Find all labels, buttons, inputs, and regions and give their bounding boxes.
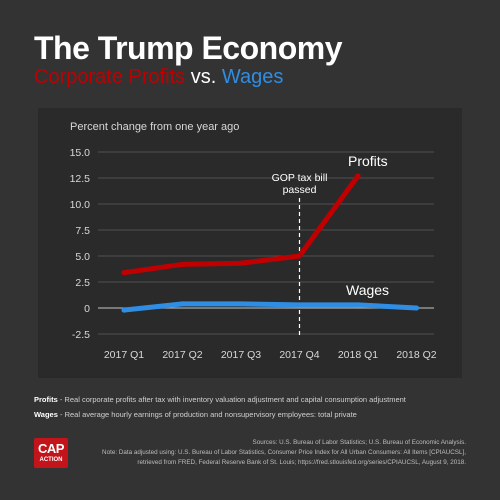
- logo-line2: ACTION: [39, 457, 63, 463]
- note-wages-label: Wages: [34, 410, 58, 419]
- data-point-profits: [297, 253, 302, 259]
- data-point-profits: [180, 261, 185, 267]
- series-label-profits: Profits: [348, 153, 388, 169]
- subtitle-wages: Wages: [221, 66, 284, 88]
- cap-action-logo: CAP ACTION: [34, 438, 68, 468]
- x-tick-label: 2018 Q1: [338, 349, 378, 361]
- x-tick-label: 2017 Q4: [279, 349, 319, 361]
- note-profits-text: - Real corporate profits after tax with …: [57, 395, 406, 404]
- x-tick-label: 2017 Q1: [104, 349, 144, 361]
- note-profits-label: Profits: [34, 395, 58, 404]
- line-chart: Percent change from one year ago 15.0 12.5…: [70, 121, 437, 361]
- logo-line1: CAP: [38, 441, 64, 456]
- y-tick-label: 15.0: [70, 147, 91, 159]
- page-subtitle: Corporate Profits vs. Wages: [34, 66, 283, 89]
- y-tick-label: 0: [84, 303, 90, 315]
- note-wages: Wages - Real average hourly earnings of …: [34, 407, 406, 422]
- y-tick-label: -2.5: [72, 329, 90, 341]
- chart-panel: Percent change from one year ago 15.0 12.5…: [38, 108, 462, 378]
- annotation-label: GOP tax bill: [272, 172, 328, 184]
- subtitle-vs: vs.: [190, 66, 217, 88]
- y-tick-label: 7.5: [75, 225, 90, 237]
- subtitle-profits: Corporate Profits: [34, 66, 186, 88]
- data-point-profits: [355, 173, 361, 179]
- data-point-profits: [238, 260, 244, 266]
- data-point-wages: [180, 301, 185, 307]
- data-point-wages: [414, 305, 419, 311]
- y-tick-label: 5.0: [75, 251, 90, 263]
- series-line-profits: [121, 173, 361, 276]
- note-profits: Profits - Real corporate profits after t…: [34, 392, 406, 407]
- data-point-wages: [297, 302, 302, 308]
- data-point-profits: [121, 270, 127, 276]
- data-point-wages: [121, 307, 127, 313]
- sources-line1: Sources: U.S. Bureau of Labor Statistics…: [252, 439, 467, 446]
- page-title: The Trump Economy: [34, 30, 342, 66]
- y-tick-label: 10.0: [70, 199, 91, 211]
- series-label-wages: Wages: [346, 282, 389, 298]
- y-tick-label: 2.5: [75, 277, 90, 289]
- x-tick-label: 2017 Q3: [221, 349, 261, 361]
- y-axis-label: Percent change from one year ago: [70, 121, 239, 133]
- note-wages-text: - Real average hourly earnings of produc…: [57, 410, 357, 419]
- x-tick-label: 2018 Q2: [396, 349, 436, 361]
- data-point-wages: [355, 302, 361, 308]
- sources-line3: retrieved from FRED, Federal Reserve Ban…: [137, 459, 466, 466]
- series-line-wages: [121, 301, 419, 313]
- x-tick-label: 2017 Q2: [162, 349, 202, 361]
- annotation-label: passed: [283, 184, 317, 196]
- sources-line2: Note: Data adjusted using: U.S. Bureau o…: [102, 449, 466, 456]
- chart-notes: Profits - Real corporate profits after t…: [34, 392, 406, 422]
- sources: Sources: U.S. Bureau of Labor Statistics…: [102, 438, 466, 468]
- y-tick-label: 12.5: [70, 173, 91, 185]
- data-point-wages: [238, 301, 244, 307]
